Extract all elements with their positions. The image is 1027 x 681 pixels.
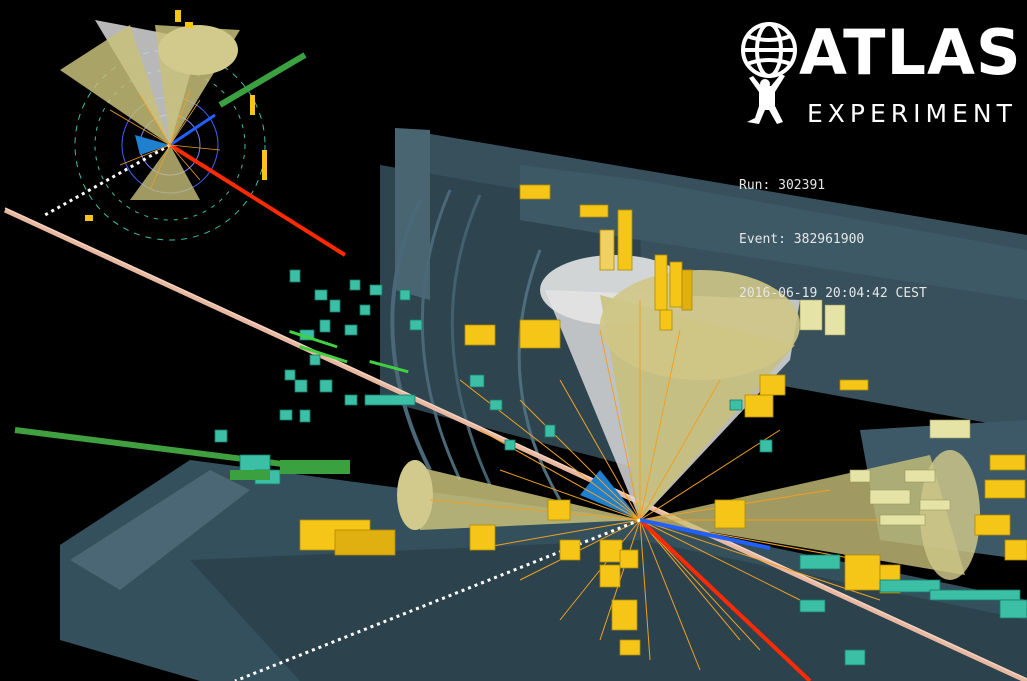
green-track [14,427,331,473]
electron-track [639,518,771,550]
experiment-wordmark: EXPERIMENT [807,99,1017,128]
jet-energy-clusters [799,299,971,526]
atlas-globe-figure-icon [741,22,797,124]
muon-track [638,518,812,681]
jet-cones [397,255,980,580]
beam-pipe [3,207,1027,681]
event-timestamp: 2016-06-19 20:04:42 CEST [739,286,927,301]
run-number: Run: 302391 [739,178,826,193]
muon-chamber-hits [214,269,1027,666]
event-number: Event: 382961900 [739,232,865,247]
event-info: Run: 302391 Event: 382961900 2016-06-19 … [739,141,927,321]
atlas-logo: ATLAS EXPERIMENT [735,18,1021,130]
atlas-wordmark: ATLAS [799,16,1022,89]
tracker-hits [230,330,409,480]
end-view-inset [44,10,347,257]
